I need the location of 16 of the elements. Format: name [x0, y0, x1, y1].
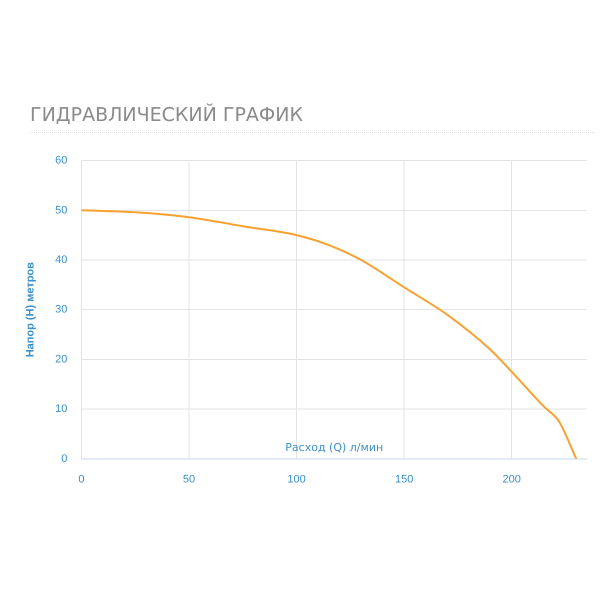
y-tick-label: 40: [55, 254, 68, 266]
x-tick-label: 150: [394, 473, 414, 486]
y-tick-label: 60: [55, 154, 68, 167]
x-axis-title: Расход (Q) л/мин: [285, 441, 384, 454]
x-tick-label: 100: [287, 473, 306, 486]
y-axis-title: Напор (H) метров: [24, 262, 37, 358]
y-tick-label: 0: [61, 452, 68, 465]
y-tick-label: 50: [55, 204, 68, 216]
chart-title: ГИДРАВЛИЧЕСКИЙ ГРАФИК: [30, 104, 595, 133]
x-tick-label: 0: [78, 473, 84, 486]
y-tick-label: 20: [55, 353, 68, 366]
line-series: [81, 209, 578, 459]
x-tick-label: 50: [182, 473, 196, 486]
y-tick-label: 30: [55, 304, 68, 316]
x-tick-label: 200: [502, 473, 521, 486]
y-tick-label: 10: [55, 403, 68, 416]
